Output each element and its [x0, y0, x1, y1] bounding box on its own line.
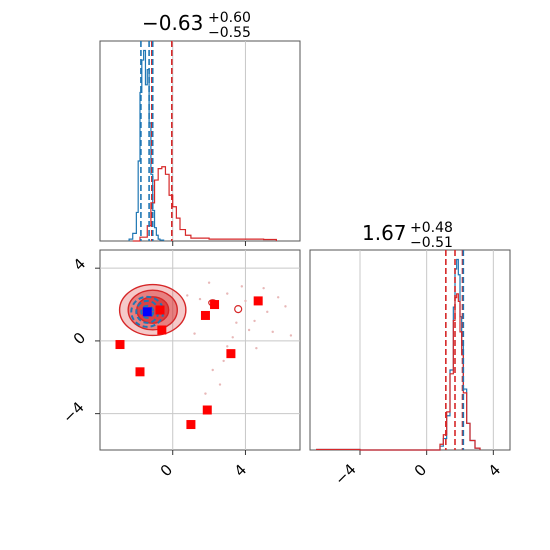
ytick-label: 0 — [70, 329, 89, 348]
sample-point — [226, 345, 229, 348]
sample-point — [244, 299, 247, 303]
sample-point — [289, 334, 293, 337]
sample-point — [186, 294, 189, 297]
sample-point — [247, 328, 251, 332]
sample-point — [207, 281, 211, 284]
red-square-marker — [186, 420, 196, 430]
red-square-marker — [115, 340, 125, 350]
title-param1-minus: −0.55 — [208, 25, 251, 41]
bottom-right-histogram — [316, 250, 494, 455]
title-param2-minus: −0.51 — [410, 235, 453, 251]
sample-point — [235, 321, 238, 324]
sample-point — [198, 297, 202, 301]
xtick-label: 0 — [157, 461, 176, 480]
title-param1-plus: +0.60 — [208, 10, 251, 26]
bottom-right-panel-frame — [309, 249, 511, 451]
histogram-series-red — [316, 293, 481, 451]
sample-point — [255, 346, 258, 350]
density-contour-red — [234, 304, 243, 314]
ytick-label: −4 — [59, 398, 87, 426]
sample-point — [262, 286, 265, 290]
sample-point — [266, 310, 269, 314]
bottom-left-2d-panel — [95, 250, 300, 455]
histogram-series-red — [132, 166, 277, 242]
ytick-label: 4 — [70, 255, 89, 274]
sample-point — [284, 305, 287, 308]
red-square-marker — [157, 325, 167, 335]
xtick-label: 4 — [485, 461, 504, 480]
red-square-marker — [135, 367, 145, 377]
sample-point — [193, 332, 196, 335]
density-contour-blue — [140, 304, 155, 319]
sample-point — [231, 336, 234, 339]
sample-point — [271, 330, 274, 334]
title-param2-value: 1.67 — [362, 221, 407, 245]
sample-point — [218, 383, 222, 386]
red-square-marker — [210, 300, 220, 310]
top-left-histogram — [128, 41, 277, 246]
red-square-marker — [155, 305, 165, 315]
blue-square-marker — [142, 307, 152, 317]
title-param1: −0.63 +0.60 −0.55 — [142, 10, 251, 41]
histogram-series-blue — [128, 49, 165, 241]
xtick-label: 0 — [411, 461, 430, 480]
title-param1-value: −0.63 — [142, 11, 203, 35]
sample-point — [204, 392, 207, 395]
red-square-marker — [202, 405, 212, 415]
red-square-marker — [253, 296, 263, 306]
bottom-left-panel-frame — [99, 249, 301, 451]
sample-point — [253, 319, 256, 323]
sample-point — [276, 296, 280, 299]
sample-point — [211, 368, 214, 372]
sample-point — [240, 285, 244, 288]
title-param2-plus: +0.48 — [410, 220, 453, 236]
red-square-marker — [226, 349, 236, 359]
sample-point — [222, 359, 225, 363]
red-square-marker — [200, 310, 210, 320]
top-left-panel-frame — [99, 40, 301, 242]
xtick-label: −4 — [331, 460, 359, 488]
xtick-label: 4 — [231, 461, 250, 480]
sample-point — [226, 292, 229, 295]
title-param2: 1.67 +0.48 −0.51 — [362, 220, 453, 251]
